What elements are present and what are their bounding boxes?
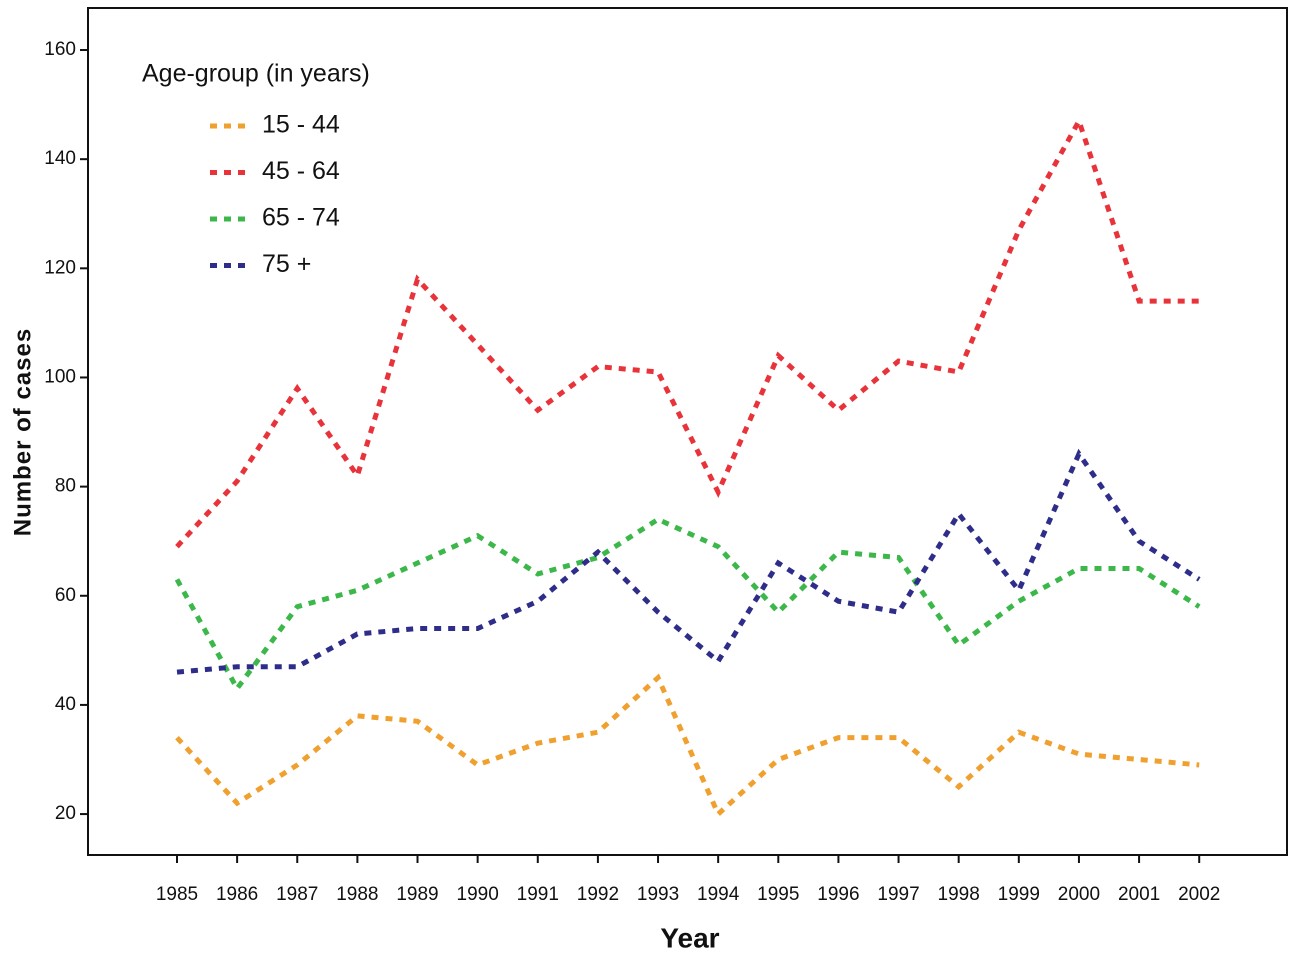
x-tick-label: 2001 bbox=[1118, 884, 1160, 905]
series-line bbox=[175, 673, 1200, 819]
y-tick-label: 140 bbox=[44, 148, 76, 169]
series-line bbox=[176, 448, 1201, 675]
series-line bbox=[174, 516, 1201, 694]
x-tick-label: 1995 bbox=[757, 884, 799, 905]
y-tick-label: 60 bbox=[55, 585, 76, 606]
plot-frame bbox=[87, 7, 1288, 856]
y-tick-label: 160 bbox=[44, 39, 76, 60]
y-axis-label: Number of cases bbox=[9, 328, 36, 536]
y-tick-label: 40 bbox=[55, 694, 76, 715]
x-tick-label: 1996 bbox=[817, 884, 859, 905]
legend-label: 45 - 64 bbox=[262, 157, 340, 185]
x-tick-label: 1994 bbox=[697, 884, 740, 905]
x-tick-label: 1998 bbox=[938, 884, 980, 905]
x-tick-label: 1999 bbox=[998, 884, 1040, 905]
legend-label: 15 - 44 bbox=[262, 111, 340, 139]
y-tick-label: 20 bbox=[55, 803, 76, 824]
x-tick-label: 1985 bbox=[156, 884, 198, 905]
x-tick-label: 1987 bbox=[276, 884, 318, 905]
x-tick-label: 1993 bbox=[637, 884, 679, 905]
x-tick-label: 1989 bbox=[396, 884, 438, 905]
legend-title: Age-group (in years) bbox=[142, 60, 370, 88]
x-tick-label: 1986 bbox=[216, 884, 258, 905]
y-tick-label: 100 bbox=[44, 366, 76, 387]
x-tick-label: 2000 bbox=[1058, 884, 1100, 905]
x-tick-label: 2002 bbox=[1178, 884, 1220, 905]
y-tick-label: 80 bbox=[55, 476, 76, 497]
legend-label: 65 - 74 bbox=[262, 204, 340, 232]
series-line bbox=[175, 114, 1200, 549]
x-tick-label: 1991 bbox=[517, 884, 559, 905]
x-tick-label: 1992 bbox=[577, 884, 619, 905]
x-axis-label: Year bbox=[660, 922, 719, 953]
legend-label: 75 + bbox=[262, 250, 311, 278]
x-tick-label: 1997 bbox=[877, 884, 919, 905]
y-tick-label: 120 bbox=[44, 257, 76, 278]
x-tick-label: 1988 bbox=[336, 884, 378, 905]
x-tick-label: 1990 bbox=[457, 884, 499, 905]
